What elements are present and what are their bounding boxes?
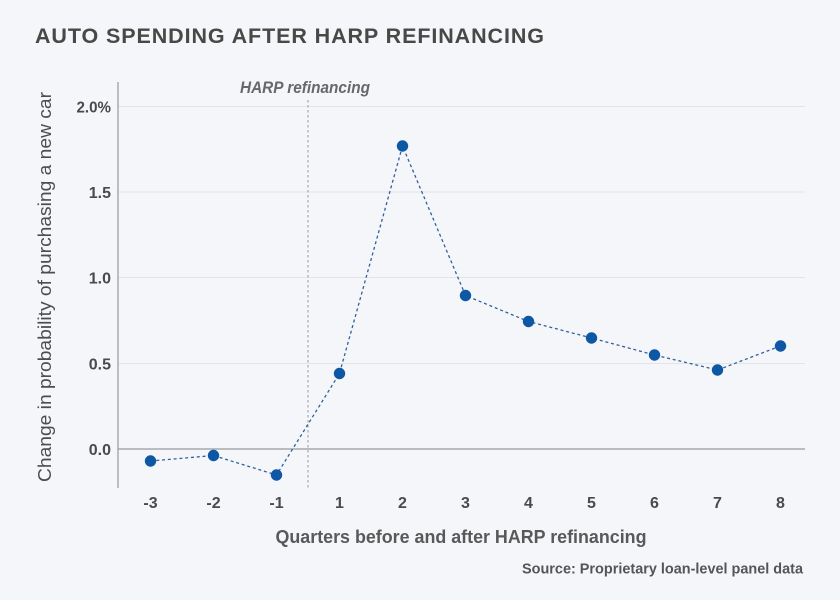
svg-text:Source: Proprietary loan-level: Source: Proprietary loan-level panel dat… [522, 562, 804, 578]
svg-text:-1: -1 [269, 495, 283, 512]
svg-text:0.5: 0.5 [89, 357, 111, 374]
svg-text:6: 6 [650, 495, 659, 512]
svg-text:5: 5 [587, 495, 596, 512]
svg-text:4: 4 [524, 495, 533, 512]
svg-text:1.5: 1.5 [89, 185, 111, 202]
svg-text:Change in probability of purch: Change in probability of purchasing a ne… [35, 92, 55, 482]
svg-text:7: 7 [713, 495, 722, 512]
svg-text:Quarters before and after HARP: Quarters before and after HARP refinanci… [276, 526, 647, 547]
svg-text:1: 1 [335, 495, 344, 512]
svg-text:AUTO SPENDING AFTER HARP REFIN: AUTO SPENDING AFTER HARP REFINANCING [35, 24, 544, 48]
svg-text:-2: -2 [206, 495, 220, 512]
svg-text:2.0%: 2.0% [77, 100, 112, 117]
svg-text:2: 2 [398, 495, 407, 512]
svg-text:-3: -3 [143, 495, 157, 512]
svg-text:1.0: 1.0 [89, 271, 111, 288]
svg-text:8: 8 [776, 495, 785, 512]
svg-text:0.0: 0.0 [89, 442, 111, 459]
svg-text:HARP refinancing: HARP refinancing [240, 79, 370, 97]
svg-text:3: 3 [461, 495, 470, 512]
